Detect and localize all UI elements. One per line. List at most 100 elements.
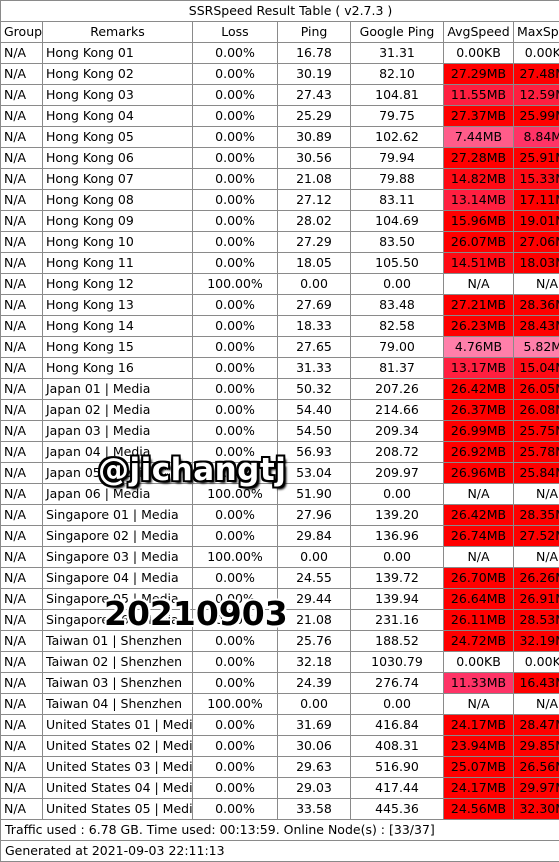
cell-google-ping: 214.66 [351, 400, 444, 421]
cell-loss: 0.00% [193, 610, 278, 631]
cell-remarks: Singapore 03 | Media [43, 547, 193, 568]
header-remarks: Remarks [43, 22, 193, 43]
cell-ping: 33.58 [278, 799, 351, 820]
cell-group: N/A [1, 505, 43, 526]
cell-google-ping: 408.31 [351, 736, 444, 757]
cell-loss: 0.00% [193, 316, 278, 337]
cell-avg-speed: 27.29MB [444, 64, 514, 85]
cell-google-ping: 83.50 [351, 232, 444, 253]
cell-avg-speed: 26.70MB [444, 568, 514, 589]
cell-loss: 0.00% [193, 379, 278, 400]
cell-google-ping: 209.34 [351, 421, 444, 442]
cell-max-speed: 19.01MB [514, 211, 559, 232]
cell-ping: 18.33 [278, 316, 351, 337]
cell-remarks: Hong Kong 16 [43, 358, 193, 379]
cell-google-ping: 105.50 [351, 253, 444, 274]
cell-loss: 0.00% [193, 211, 278, 232]
cell-ping: 30.56 [278, 148, 351, 169]
cell-avg-speed: 14.51MB [444, 253, 514, 274]
cell-avg-speed: N/A [444, 694, 514, 715]
cell-loss: 0.00% [193, 463, 278, 484]
cell-ping: 27.43 [278, 85, 351, 106]
cell-max-speed: 12.59MB [514, 85, 559, 106]
cell-loss: 0.00% [193, 127, 278, 148]
cell-remarks: Taiwan 02 | Shenzhen [43, 652, 193, 673]
cell-max-speed: 32.30MB [514, 799, 559, 820]
cell-google-ping: 208.72 [351, 442, 444, 463]
cell-group: N/A [1, 379, 43, 400]
cell-loss: 0.00% [193, 736, 278, 757]
cell-remarks: Hong Kong 12 [43, 274, 193, 295]
cell-avg-speed: 7.44MB [444, 127, 514, 148]
cell-google-ping: 136.96 [351, 526, 444, 547]
cell-remarks: Hong Kong 13 [43, 295, 193, 316]
cell-remarks: Hong Kong 09 [43, 211, 193, 232]
cell-remarks: United States 04 | Media [43, 778, 193, 799]
cell-group: N/A [1, 463, 43, 484]
cell-google-ping: 79.94 [351, 148, 444, 169]
cell-loss: 0.00% [193, 568, 278, 589]
cell-ping: 29.44 [278, 589, 351, 610]
cell-ping: 18.05 [278, 253, 351, 274]
footer-generated-row: Generated at 2021-09-03 22:11:13 [1, 841, 559, 862]
cell-loss: 0.00% [193, 85, 278, 106]
cell-avg-speed: 24.56MB [444, 799, 514, 820]
cell-google-ping: 81.37 [351, 358, 444, 379]
cell-remarks: Japan 03 | Media [43, 421, 193, 442]
cell-remarks: Japan 04 | Media [43, 442, 193, 463]
cell-remarks: United States 05 | Media [43, 799, 193, 820]
cell-max-speed: 0.00KB [514, 43, 559, 64]
cell-google-ping: 104.69 [351, 211, 444, 232]
cell-avg-speed: 24.72MB [444, 631, 514, 652]
cell-max-speed: 32.19MB [514, 631, 559, 652]
cell-loss: 0.00% [193, 106, 278, 127]
footer-generated: Generated at 2021-09-03 22:11:13 [1, 841, 559, 862]
cell-loss: 0.00% [193, 652, 278, 673]
cell-avg-speed: 15.96MB [444, 211, 514, 232]
table-title-row: SSRSpeed Result Table ( v2.7.3 ) [1, 1, 559, 22]
cell-remarks: Singapore 04 | Media [43, 568, 193, 589]
footer-traffic-row: Traffic used : 6.78 GB. Time used: 00:13… [1, 820, 559, 841]
cell-remarks: Hong Kong 07 [43, 169, 193, 190]
cell-max-speed: 18.03MB [514, 253, 559, 274]
cell-group: N/A [1, 85, 43, 106]
cell-loss: 0.00% [193, 253, 278, 274]
cell-ping: 21.08 [278, 169, 351, 190]
cell-group: N/A [1, 694, 43, 715]
cell-remarks: Hong Kong 06 [43, 148, 193, 169]
cell-group: N/A [1, 337, 43, 358]
cell-max-speed: 26.56MB [514, 757, 559, 778]
cell-remarks: Hong Kong 05 [43, 127, 193, 148]
cell-group: N/A [1, 673, 43, 694]
cell-google-ping: 231.16 [351, 610, 444, 631]
cell-max-speed: 28.43MB [514, 316, 559, 337]
cell-group: N/A [1, 253, 43, 274]
cell-avg-speed: N/A [444, 484, 514, 505]
cell-max-speed: 17.11MB [514, 190, 559, 211]
cell-max-speed: 28.53MB [514, 610, 559, 631]
cell-ping: 29.03 [278, 778, 351, 799]
cell-remarks: Japan 06 | Media [43, 484, 193, 505]
cell-avg-speed: 26.96MB [444, 463, 514, 484]
cell-avg-speed: 0.00KB [444, 43, 514, 64]
cell-google-ping: 82.58 [351, 316, 444, 337]
cell-avg-speed: 26.92MB [444, 442, 514, 463]
cell-google-ping: 139.20 [351, 505, 444, 526]
cell-loss: 0.00% [193, 673, 278, 694]
